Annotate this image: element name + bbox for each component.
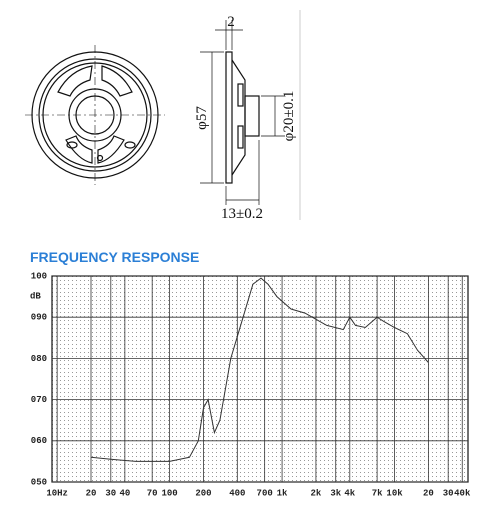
- x-tick-label: 10Hz: [46, 488, 68, 498]
- x-tick-label: 2k: [311, 488, 322, 498]
- y-tick-label: 080: [31, 354, 47, 364]
- dimension: 2: [227, 14, 235, 30]
- x-tick-label: 7k: [372, 488, 383, 498]
- x-tick-label: 30: [443, 488, 454, 498]
- plot-area: [51, 275, 469, 483]
- y-axis-label: dB: [30, 291, 41, 301]
- speaker-side-view: [200, 20, 285, 205]
- y-tick-label: 050: [31, 477, 47, 487]
- y-tick-label: 070: [31, 395, 47, 405]
- x-tick-label: 40: [119, 488, 130, 498]
- dimension: φ20±0.1: [281, 91, 297, 142]
- response-curve: [90, 277, 429, 462]
- dimension: 13±0.2: [221, 206, 263, 222]
- x-tick-label: 40k: [454, 488, 471, 498]
- x-tick-label: 400: [229, 488, 245, 498]
- x-tick-label: 100: [162, 488, 178, 498]
- x-tick-label: 20: [86, 488, 97, 498]
- x-tick-label: 30: [105, 488, 116, 498]
- x-tick-label: 70: [147, 488, 158, 498]
- x-tick-label: 700: [257, 488, 273, 498]
- x-tick-label: 4k: [344, 488, 355, 498]
- dimension: φ57: [194, 106, 210, 130]
- chart-title: FREQUENCY RESPONSE: [30, 249, 199, 265]
- x-tick-label: 20: [423, 488, 434, 498]
- x-tick-label: 3k: [330, 488, 341, 498]
- y-tick-label: 090: [31, 313, 47, 323]
- speaker-front-view: [25, 45, 165, 185]
- x-tick-label: 200: [195, 488, 211, 498]
- y-tick-label: 060: [31, 436, 47, 446]
- x-tick-label: 10k: [386, 488, 403, 498]
- x-tick-label: 1k: [277, 488, 288, 498]
- y-tick-label: 100: [31, 271, 47, 281]
